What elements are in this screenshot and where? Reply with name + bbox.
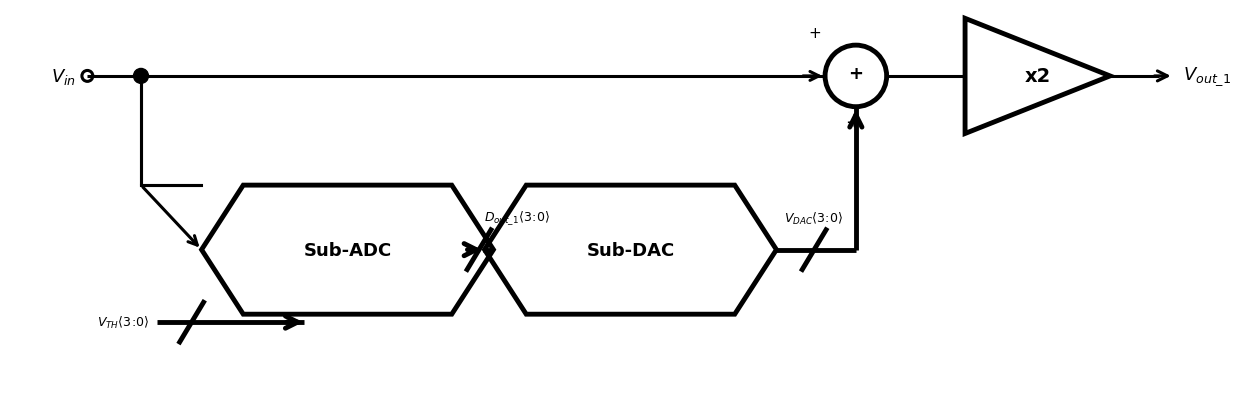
Text: $V_{in}$: $V_{in}$ [51,67,76,87]
Text: +: + [849,65,864,83]
Text: $V_{TH}\langle3\!:\!0\rangle$: $V_{TH}\langle3\!:\!0\rangle$ [97,314,149,330]
Text: x2: x2 [1025,67,1051,86]
Circle shape [134,69,149,84]
Text: Sub-DAC: Sub-DAC [586,241,674,259]
Text: Sub-ADC: Sub-ADC [304,241,392,259]
Text: +: + [808,26,821,41]
Text: $D_{out\_1}\langle3\!:\!0\rangle$: $D_{out\_1}\langle3\!:\!0\rangle$ [484,209,550,226]
Text: $V_{out\_1}$: $V_{out\_1}$ [1183,66,1232,88]
Text: −: − [845,113,860,131]
Circle shape [825,46,887,107]
Text: $V_{DAC}\langle3\!:\!0\rangle$: $V_{DAC}\langle3\!:\!0\rangle$ [784,210,844,226]
